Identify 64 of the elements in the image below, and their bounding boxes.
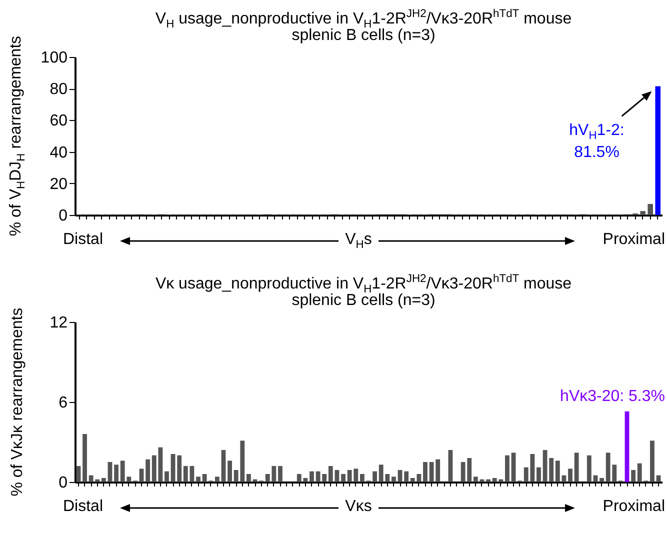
bar <box>542 450 548 482</box>
bar <box>486 479 491 482</box>
bar <box>196 476 200 482</box>
chart-subtitle: splenic B cells (n=3) <box>292 292 436 309</box>
y-tick-label: 20 <box>50 176 68 193</box>
bar <box>190 466 194 482</box>
bar <box>549 458 554 482</box>
annotation: hVκ3-20: 5.3% <box>560 388 665 406</box>
x-axis-title: V$_{H}$s <box>345 231 372 252</box>
bar <box>600 478 604 482</box>
y-tick-label: 0 <box>58 474 68 492</box>
bar <box>310 471 314 482</box>
bar <box>82 434 87 482</box>
bar <box>505 455 510 482</box>
bar <box>655 86 660 215</box>
y-tick-label: 12 <box>50 314 68 332</box>
bar <box>568 468 572 482</box>
bar <box>101 478 106 482</box>
bar <box>139 468 144 482</box>
bar <box>536 467 541 482</box>
text: Proximal <box>602 498 665 515</box>
y-tick-label: 0 <box>58 208 68 224</box>
text: Distal <box>63 498 104 515</box>
text: Distal <box>63 231 104 248</box>
bar <box>108 462 112 482</box>
bar <box>640 211 646 215</box>
bar <box>511 452 516 482</box>
bar <box>650 440 654 482</box>
bar <box>574 452 579 482</box>
bar <box>76 466 81 482</box>
bar <box>221 450 226 482</box>
x-axis-title: Vκs <box>345 498 372 515</box>
bar <box>404 471 409 482</box>
bar <box>360 474 364 482</box>
bar <box>631 470 636 482</box>
bar <box>114 464 119 482</box>
bar <box>183 466 188 482</box>
bar <box>328 466 333 482</box>
bar <box>392 476 396 482</box>
bar <box>423 462 428 482</box>
bar <box>334 470 340 482</box>
bar <box>372 471 378 482</box>
bar <box>278 466 282 482</box>
bar <box>341 474 346 482</box>
y-axis-title: % of VκJκ rearrangements <box>9 308 26 496</box>
y-tick-label: 6 <box>58 394 68 412</box>
bar <box>228 460 232 482</box>
y-tick-label: 40 <box>50 144 68 162</box>
text: Proximal <box>602 231 665 248</box>
chart-subtitle: splenic B cells (n=3) <box>292 27 436 44</box>
bar <box>146 459 150 482</box>
y-tick-label: 60 <box>50 112 68 130</box>
bar <box>246 474 251 482</box>
bar <box>214 476 220 482</box>
y-tick-label: 80 <box>50 81 68 98</box>
bar <box>164 471 169 482</box>
bar <box>586 455 592 482</box>
bar <box>398 470 402 482</box>
bar <box>648 204 653 215</box>
bar <box>624 411 630 482</box>
annotation: hV$_{H}$1-2: 81.5% <box>568 121 626 164</box>
bar <box>448 450 453 482</box>
bar <box>473 476 478 482</box>
y-tick-label: 100 <box>40 50 68 66</box>
